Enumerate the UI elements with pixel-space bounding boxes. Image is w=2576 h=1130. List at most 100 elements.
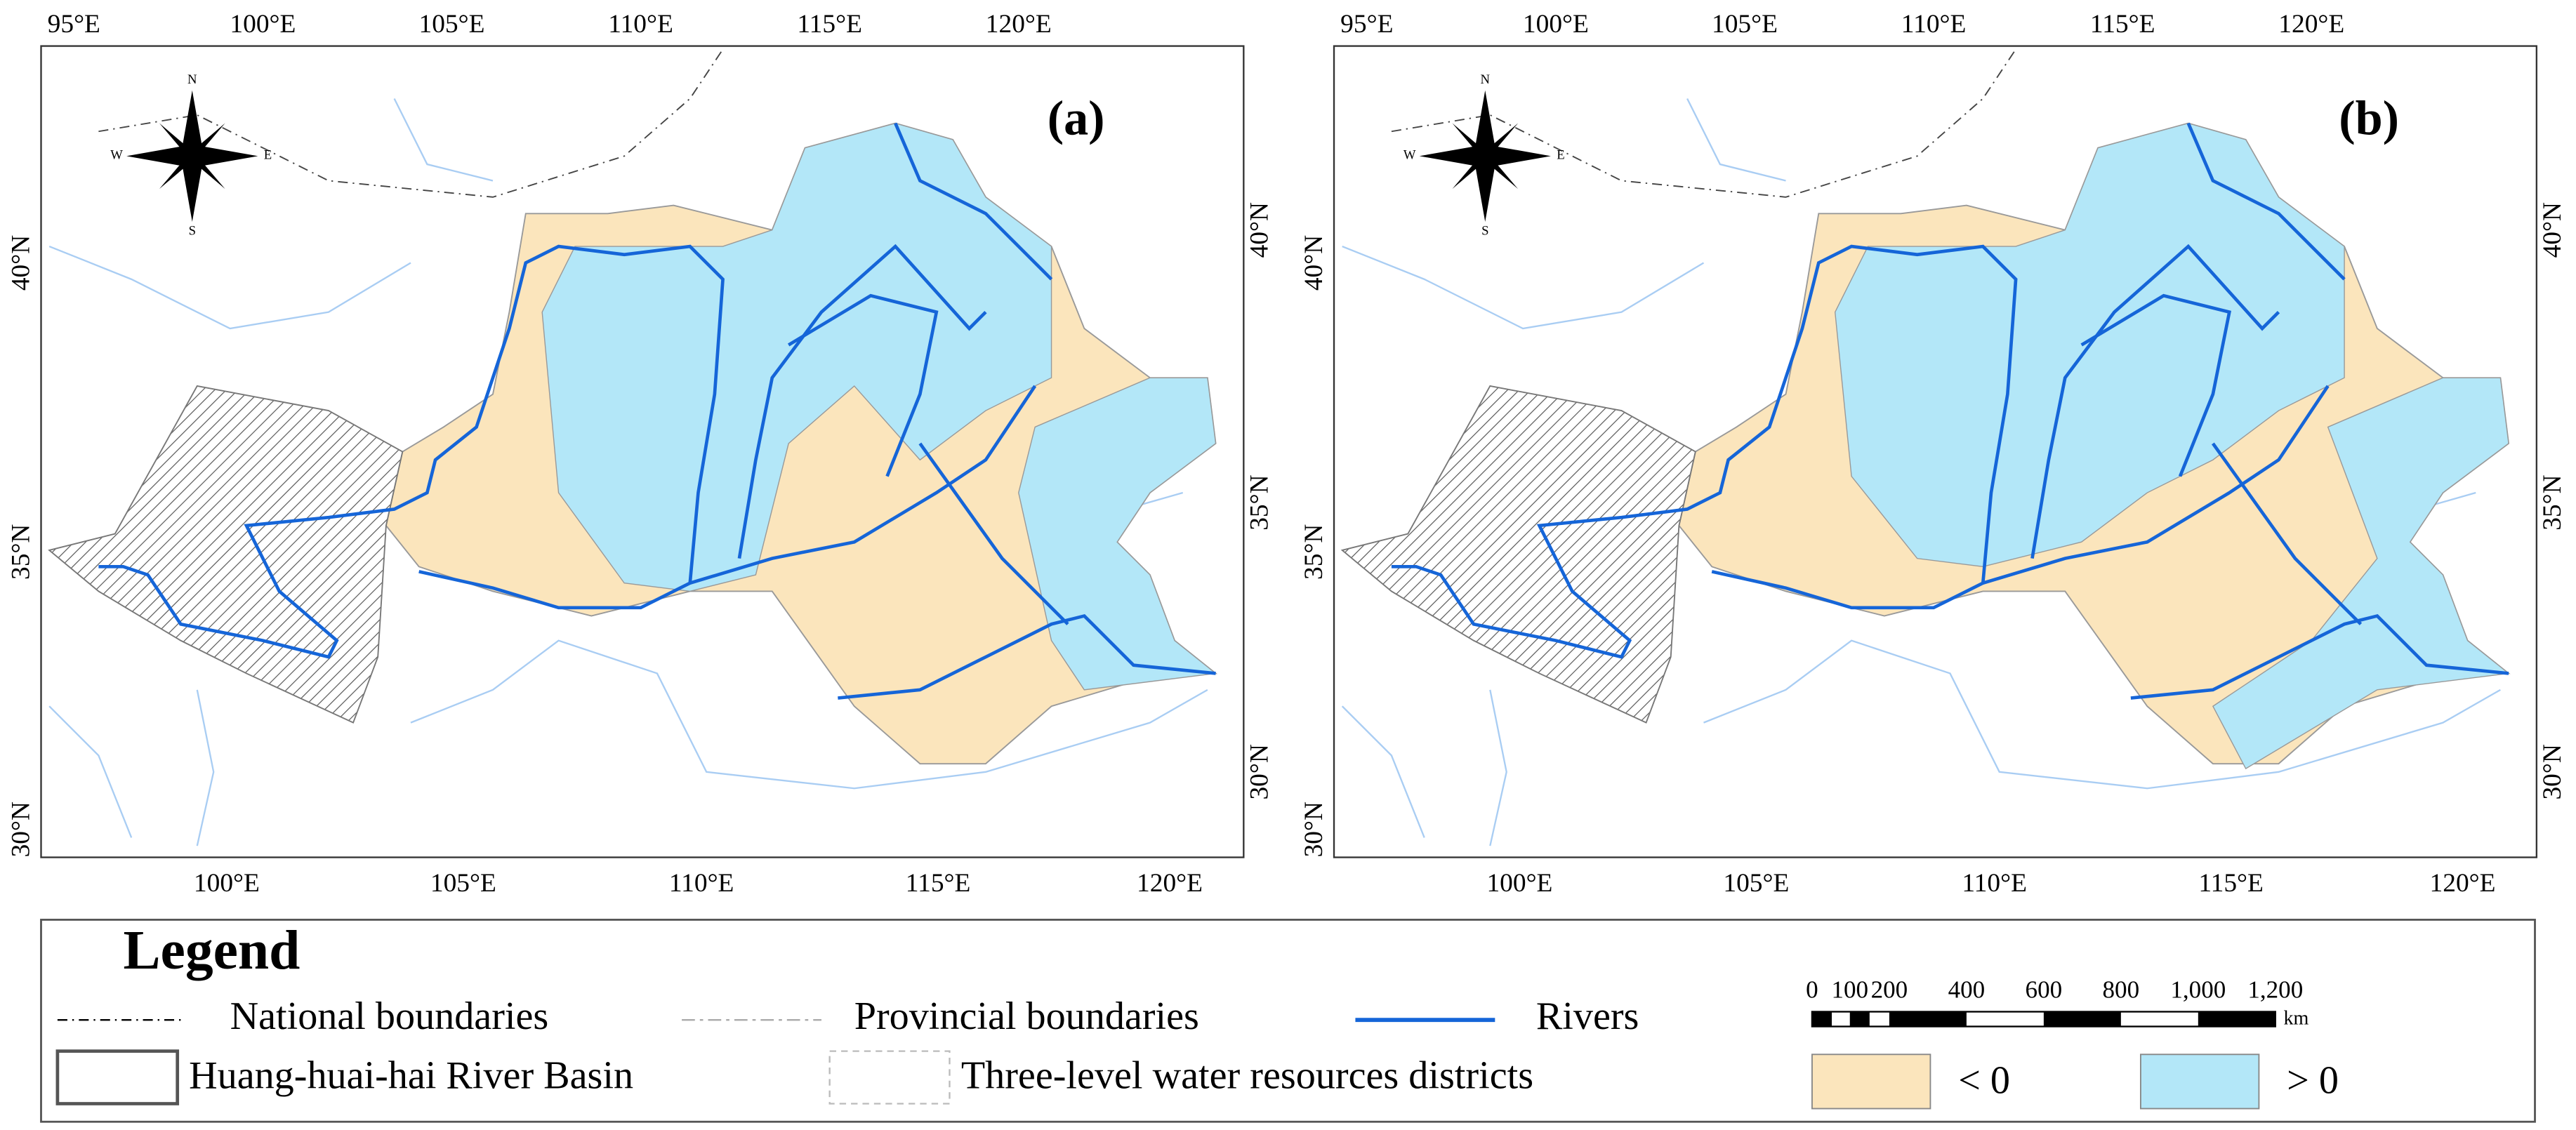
river: [894, 122, 1053, 281]
scale-bar-segment: [1849, 1011, 1870, 1027]
lon-label: 105°E: [430, 869, 496, 898]
legend-label: National boundaries: [230, 995, 549, 1038]
panel-label: (b): [2339, 91, 2399, 146]
legend: Legend National boundaries Provincial bo…: [40, 919, 2536, 1123]
scale-bar-label: 200: [1871, 976, 1908, 1003]
background-river: [196, 689, 215, 846]
background-river: [1342, 245, 1705, 330]
river: [918, 442, 1069, 625]
lon-label: 110°E: [1962, 869, 2027, 898]
legend-label: Huang-huai-hai River Basin: [189, 1053, 633, 1097]
lon-label: 105°E: [1723, 869, 1789, 898]
compass-w: W: [1403, 148, 1416, 163]
lat-label: 35°N: [1246, 474, 1274, 530]
river: [1982, 385, 2330, 585]
lon-label: 120°E: [1137, 869, 1203, 898]
lat-label: 40°N: [6, 235, 35, 291]
compass-star: [159, 123, 225, 190]
positive-area: [2212, 377, 2510, 770]
background-river: [48, 245, 411, 330]
river: [2030, 244, 2280, 559]
background-river: [48, 705, 133, 838]
background-river: [1489, 689, 1507, 846]
scale-bar-unit: km: [2283, 1008, 2309, 1030]
compass-star: [1452, 123, 1519, 190]
lat-label: 30°N: [6, 802, 35, 857]
lat-label: 40°N: [2538, 202, 2567, 258]
district-swatch: [828, 1050, 951, 1105]
map-panel: (a) 95°E 100°E 105°E 110°E 115°E 120°E 100°E 105…: [6, 10, 1274, 898]
lon-label: 100°E: [230, 10, 296, 39]
lat-label: 35°N: [2538, 474, 2567, 530]
scale-bar-segment: [1889, 1011, 1967, 1027]
lon-label: 120°E: [986, 10, 1052, 39]
lat-label: 30°N: [1300, 802, 1328, 857]
lon-label: 95°E: [48, 10, 100, 39]
river: [98, 244, 725, 659]
positive-swatch: [2139, 1053, 2260, 1110]
background-river: [1686, 98, 1786, 182]
river: [838, 613, 1216, 700]
compass-e: E: [264, 148, 272, 163]
compass-n: N: [1481, 72, 1491, 87]
legend-label: Rivers: [1536, 995, 1639, 1038]
compass-s: S: [1481, 223, 1488, 238]
lon-label: 115°E: [797, 10, 862, 39]
hatched-area: [48, 385, 404, 724]
legend-label: < 0: [1958, 1058, 2010, 1102]
river: [787, 293, 939, 477]
positive-area: [1018, 377, 1217, 691]
lon-label: 110°E: [669, 869, 734, 898]
background-river: [1341, 705, 1425, 838]
positive-area: [541, 122, 1052, 592]
lon-label: 110°E: [1901, 10, 1967, 39]
hatched-area: [1340, 385, 1696, 724]
background-river: [1703, 639, 2501, 790]
scale-bar-segment: [2198, 1011, 2276, 1027]
map-panels: (a) 95°E 100°E 105°E 110°E 115°E 120°E 100°E 105…: [6, 10, 2567, 898]
river: [1391, 244, 2018, 659]
scale-bar-label: 600: [2026, 976, 2063, 1003]
map-panel: (b) 95°E 100°E 105°E 110°E 115°E 120°E 100°E 105…: [1300, 10, 2567, 898]
lon-label: 95°E: [1340, 10, 1393, 39]
scale-bar-label: 1,200: [2247, 976, 2303, 1003]
scale-bar-segment: [2043, 1011, 2121, 1027]
legend-label: Three-level water resources districts: [961, 1053, 1533, 1097]
lon-label: 110°E: [608, 10, 673, 39]
basin-swatch: [55, 1049, 180, 1105]
scale-bar-label: 1,000: [2170, 976, 2226, 1003]
lat-label: 35°N: [1300, 524, 1328, 580]
lat-label: 40°N: [1246, 202, 1274, 258]
compass-w: W: [110, 148, 123, 163]
scale-bar-label: 100: [1831, 976, 1868, 1003]
lon-label: 100°E: [1523, 10, 1589, 39]
river: [2130, 613, 2509, 700]
lat-label: 30°N: [2538, 744, 2567, 799]
lat-label: 30°N: [1246, 744, 1274, 799]
negative-swatch: [1811, 1053, 1931, 1110]
lat-label: 40°N: [1300, 235, 1328, 291]
lon-label: 115°E: [2198, 869, 2264, 898]
lon-label: 120°E: [2278, 10, 2344, 39]
national-boundary: [1391, 48, 2016, 198]
scale-bar: 0 100 200 400 600 800 1,000 1,200 km: [1806, 976, 2309, 1029]
lat-label: 35°N: [6, 524, 35, 580]
legend-title: Legend: [123, 919, 300, 981]
compass-n: N: [187, 72, 197, 87]
national-boundary: [98, 48, 724, 198]
panel-label: (a): [1048, 91, 1105, 146]
scale-bar-label: 0: [1806, 976, 1818, 1003]
lon-label: 115°E: [2090, 10, 2155, 39]
lon-label: 115°E: [906, 869, 971, 898]
river: [2186, 122, 2346, 281]
river: [2080, 293, 2232, 477]
lon-label: 120°E: [2430, 869, 2496, 898]
legend-label: > 0: [2287, 1058, 2339, 1102]
scale-bar-label: 400: [1948, 976, 1986, 1003]
lon-label: 105°E: [418, 10, 484, 39]
legend-label: Provincial boundaries: [854, 995, 1199, 1038]
scale-bar-label: 800: [2103, 976, 2140, 1003]
compass-e: E: [1557, 148, 1564, 163]
lon-label: 100°E: [1486, 869, 1552, 898]
